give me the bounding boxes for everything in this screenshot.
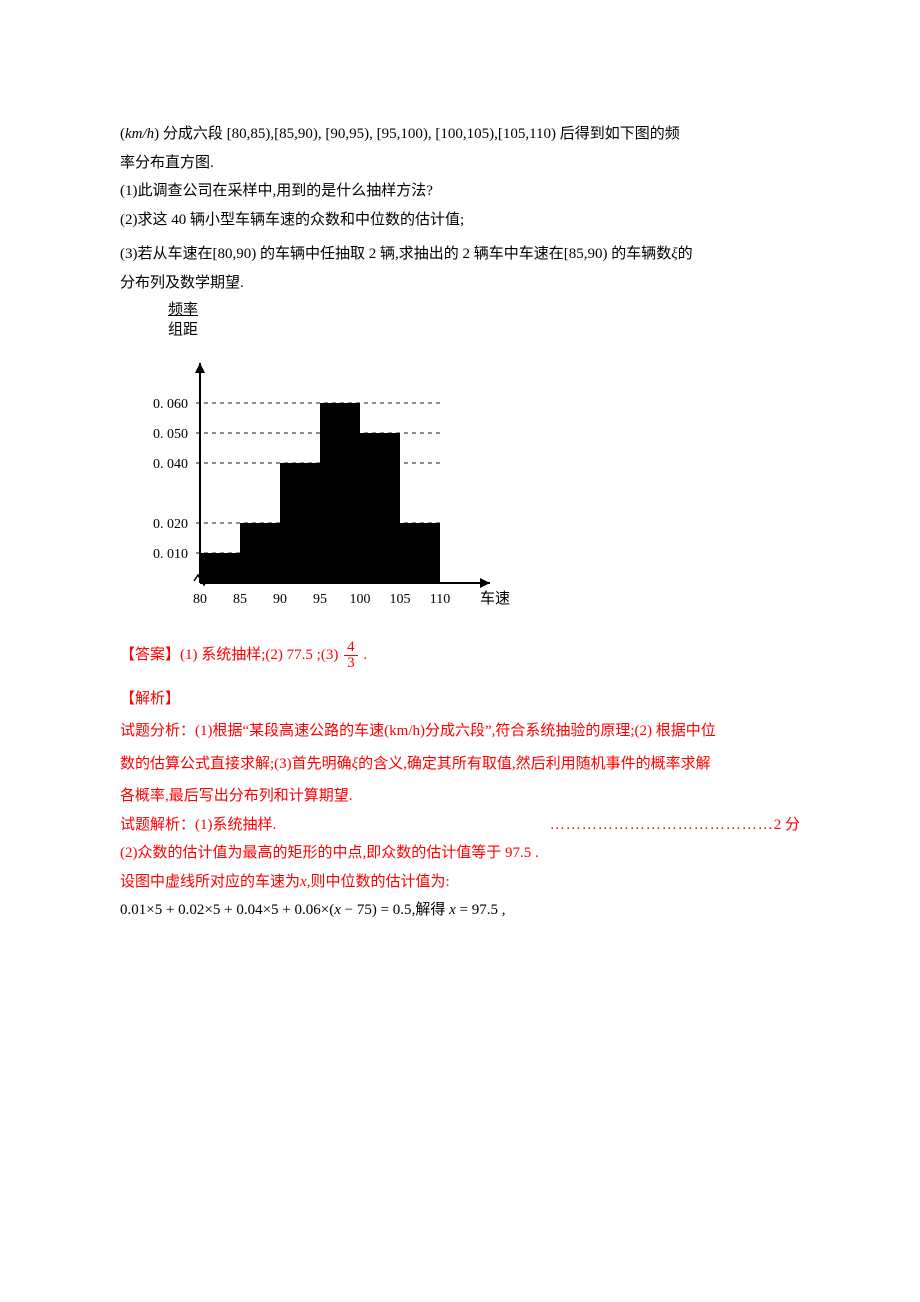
question-3-line1: (3)若从车速在[80,90) 的车辆中任抽取 2 辆,求抽出的 2 辆车中车速… [120,240,800,269]
var-x-3: x [449,902,456,918]
var-x-1: x [300,874,307,890]
answer-text: (1) 系统抽样;(2) 77.5 ;(3) [180,646,342,662]
question-2: (2)求这 40 辆小型车辆车速的众数和中位数的估计值; [120,206,800,235]
svg-text:0. 060: 0. 060 [153,397,188,412]
var-x-2: x [334,902,341,918]
intro-text-1: ) 分成六段 [80,85),[85,90), [90,95), [95,100… [154,126,680,142]
svg-text:85: 85 [233,592,247,607]
svg-text:0. 020: 0. 020 [153,517,188,532]
al6-a: 设图中虚线所对应的车速为 [120,874,300,890]
svg-text:90: 90 [273,592,287,607]
analysis-line-4: 试题解析：(1)系统抽样. ……………………………………2 分 [120,811,800,840]
al2-b: 的含义,确定其所有取值,然后利用随机事件的概率求解 [358,756,711,772]
al4-dots: …………………………………… [550,817,774,833]
svg-text:0. 010: 0. 010 [153,547,188,562]
analysis-line-2: 数的估算公式直接求解;(3)首先明确ξ的含义,确定其所有取值,然后利用随机事件的… [120,750,800,779]
svg-text:105: 105 [390,592,411,607]
analysis-line-3: 各概率,最后写出分布列和计算期望. [120,782,800,811]
question-3-line2: 分布列及数学期望. [120,269,800,298]
svg-text:95: 95 [313,592,327,607]
histogram-chart: 频率 组距 0. 060 0. 050 0. 040 0. 020 0. 010 80 85… [120,301,800,634]
equation-line: 0.01×5 + 0.02×5 + 0.04×5 + 0.06×(x − 75)… [120,896,800,925]
histogram-svg: 0. 060 0. 050 0. 040 0. 020 0. 010 80 85 90 95 10… [120,343,540,623]
al4-right-group: ……………………………………2 分 [550,811,800,840]
answer-fraction: 43 [342,640,360,671]
analysis-header: 【解析】 [120,685,800,714]
question-1: (1)此调查公司在采样中,用到的是什么抽样方法? [120,177,800,206]
al4-score: 2 分 [774,817,800,833]
q3-text-b: 的 [678,246,693,262]
svg-text:110: 110 [430,592,450,607]
unit-kmh: km/h [125,126,154,142]
analysis-line-5: (2)众数的估计值为最高的矩形的中点,即众数的估计值等于 97.5 . [120,839,800,868]
q3-text-a: (3)若从车速在[80,90) 的车辆中任抽取 2 辆,求抽出的 2 辆车中车速… [120,246,671,262]
analysis-line-1: 试题分析：(1)根据“某段高速公路的车速(km/h)分成六段”,符合系统抽验的原… [120,717,800,746]
answer-suffix: . [360,646,368,662]
y-axis-label-denominator: 组距 [168,321,800,339]
svg-text:0. 050: 0. 050 [153,427,188,442]
al2-a: 数的估算公式直接求解;(3)首先明确 [120,756,352,772]
problem-line-2: 率分布直方图. [120,149,800,178]
document-page: (km/h) 分成六段 [80,85),[85,90), [90,95), [9… [0,0,920,1302]
svg-text:车速: 车速 [480,590,510,607]
answer-prefix: 【答案】 [120,646,180,662]
analysis-line-6: 设图中虚线所对应的车速为x,则中位数的估计值为: [120,868,800,897]
eq-d: = 97.5 , [456,902,506,918]
frac-den: 3 [344,656,358,671]
svg-text:0. 040: 0. 040 [153,457,188,472]
answer-line: 【答案】(1) 系统抽样;(2) 77.5 ;(3) 43 . [120,640,800,671]
frac-num: 4 [344,640,358,656]
eq-c: ,解得 [412,902,450,918]
eq-a: 0.01×5 + 0.02×5 + 0.04×5 + 0.06×( [120,902,334,918]
eq-b: − 75) = 0.5 [341,902,412,918]
y-axis-label-numerator: 频率 [168,301,800,319]
svg-text:100: 100 [350,592,371,607]
al6-b: ,则中位数的估计值为: [307,874,450,890]
al4-left: 试题解析：(1)系统抽样. [120,811,276,840]
problem-line-1: (km/h) 分成六段 [80,85),[85,90), [90,95), [9… [120,120,800,149]
svg-text:80: 80 [193,592,207,607]
